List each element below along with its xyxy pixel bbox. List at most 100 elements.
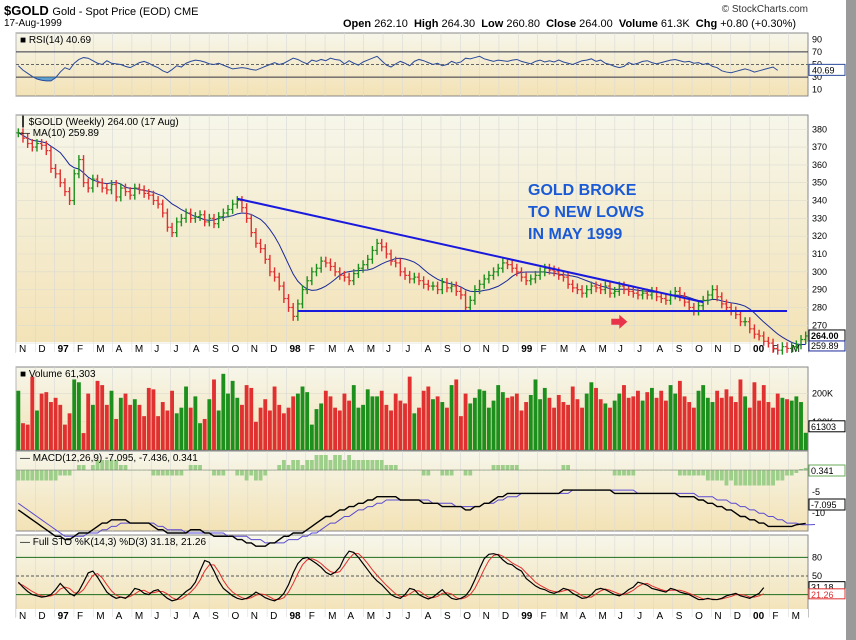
right-border xyxy=(846,0,856,640)
volume-bar xyxy=(104,404,109,450)
x-tick-label: 99 xyxy=(521,344,533,355)
x-tick-label: O xyxy=(231,344,239,355)
volume-bar xyxy=(733,402,738,450)
x-tick-label: M xyxy=(367,344,375,355)
volume-bar xyxy=(468,403,473,450)
volume-bar xyxy=(505,397,510,450)
x-tick-label: N xyxy=(483,344,490,355)
macd-histogram-bar xyxy=(724,470,729,486)
macd-histogram-bar xyxy=(626,470,631,476)
x-tick-label: 97 xyxy=(58,344,70,355)
x-tick-label: M xyxy=(560,611,568,622)
macd-histogram-bar xyxy=(109,460,114,471)
volume-bar xyxy=(608,407,612,450)
ma-legend: — MA(10) 259.89 xyxy=(20,128,99,139)
macd-current-value: -7.095 xyxy=(811,500,837,510)
macd-histogram-bar xyxy=(757,470,762,486)
macd-histogram-bar xyxy=(319,455,324,471)
x-tick-label: A xyxy=(193,611,200,622)
macd-histogram-bar xyxy=(682,470,687,476)
macd-histogram-bar xyxy=(426,470,431,476)
volume-bar xyxy=(30,376,35,450)
macd-histogram-bar xyxy=(789,470,794,476)
macd-histogram-bar xyxy=(440,470,445,476)
volume-bar xyxy=(314,409,319,450)
chg-value: +0.80 (+0.30%) xyxy=(720,18,797,30)
macd-histogram-bar xyxy=(179,470,184,476)
volume-bar xyxy=(454,379,459,450)
volume-bar xyxy=(184,386,188,450)
macd-histogram-bar xyxy=(216,470,221,476)
annotation-text: TO NEW LOWS xyxy=(528,204,644,221)
volume-bar xyxy=(370,396,375,450)
volume-bar xyxy=(687,402,692,450)
x-tick-label: A xyxy=(425,344,432,355)
macd-histogram-bar xyxy=(622,470,626,476)
macd-histogram-bar xyxy=(631,470,636,476)
x-tick-label: D xyxy=(502,611,509,622)
x-tick-label: M xyxy=(560,344,568,355)
macd-histogram-bar xyxy=(49,470,53,481)
volume-bar xyxy=(659,390,664,450)
vol-current-box xyxy=(808,420,846,433)
volume-bar xyxy=(775,393,780,450)
price-y-tick: 290 xyxy=(812,285,827,295)
volume-bar xyxy=(272,386,277,450)
x-tick-label: 99 xyxy=(521,611,533,622)
volume-bar xyxy=(72,379,77,450)
price-y-tick: 270 xyxy=(812,320,827,330)
x-tick-label: S xyxy=(212,344,219,355)
chg-label: Chg xyxy=(695,18,718,30)
open-value: 262.10 xyxy=(374,18,408,30)
volume-bar xyxy=(528,394,533,450)
volume-bar xyxy=(743,396,748,450)
macd-histogram-bar xyxy=(30,470,35,481)
macd-hist-current-box xyxy=(808,464,846,477)
volume-bar xyxy=(221,373,226,450)
x-tick-label: M xyxy=(328,611,336,622)
x-tick-label: S xyxy=(212,611,219,622)
copyright: © StockCharts.com xyxy=(721,4,808,15)
x-tick-label: F xyxy=(77,344,83,355)
volume-bar xyxy=(100,385,105,450)
volume-bar xyxy=(379,390,384,450)
x-tick-label: A xyxy=(116,344,123,355)
sto-k-line xyxy=(17,550,765,602)
volume-bar xyxy=(309,424,314,450)
volume-bar xyxy=(198,423,202,450)
macd-histogram-bar xyxy=(160,470,165,476)
volume-bar xyxy=(738,379,743,450)
volume-bar xyxy=(547,397,552,450)
sto-d-current-value: 21.26 xyxy=(811,590,834,600)
x-tick-label: M xyxy=(135,344,143,355)
volume-bar xyxy=(785,399,789,450)
sto-y-tick: 50 xyxy=(812,571,822,581)
volume-bar xyxy=(766,402,771,450)
volume-bar xyxy=(258,407,263,450)
volume-bar xyxy=(53,397,58,450)
volume-bar xyxy=(300,386,305,450)
volume-bar xyxy=(449,385,454,450)
volume-bar xyxy=(328,396,333,450)
volume-bar xyxy=(146,387,151,450)
volume-bar xyxy=(789,400,794,450)
volume-bar xyxy=(771,407,775,450)
volume-bar xyxy=(226,393,230,450)
symbol: $GOLD xyxy=(4,3,49,18)
x-tick-label: F xyxy=(772,611,778,622)
volume-bar xyxy=(542,387,547,450)
chart-title-line: $GOLD Gold - Spot Price (EOD) CME xyxy=(4,3,198,18)
volume-bar xyxy=(724,389,729,450)
x-tick-label: N xyxy=(19,611,26,622)
macd-histogram-bar xyxy=(244,470,249,481)
x-tick-label: F xyxy=(77,611,83,622)
x-tick-label: J xyxy=(174,344,179,355)
volume-bar xyxy=(263,399,268,450)
volume-bar xyxy=(128,404,133,450)
macd-hist-current-value: 0.341 xyxy=(811,466,834,476)
volume-bar xyxy=(25,424,30,450)
macd-histogram-bar xyxy=(305,460,310,471)
macd-histogram-bar xyxy=(21,470,25,481)
volume-bar xyxy=(682,396,687,450)
macd-histogram-bar xyxy=(314,455,319,471)
